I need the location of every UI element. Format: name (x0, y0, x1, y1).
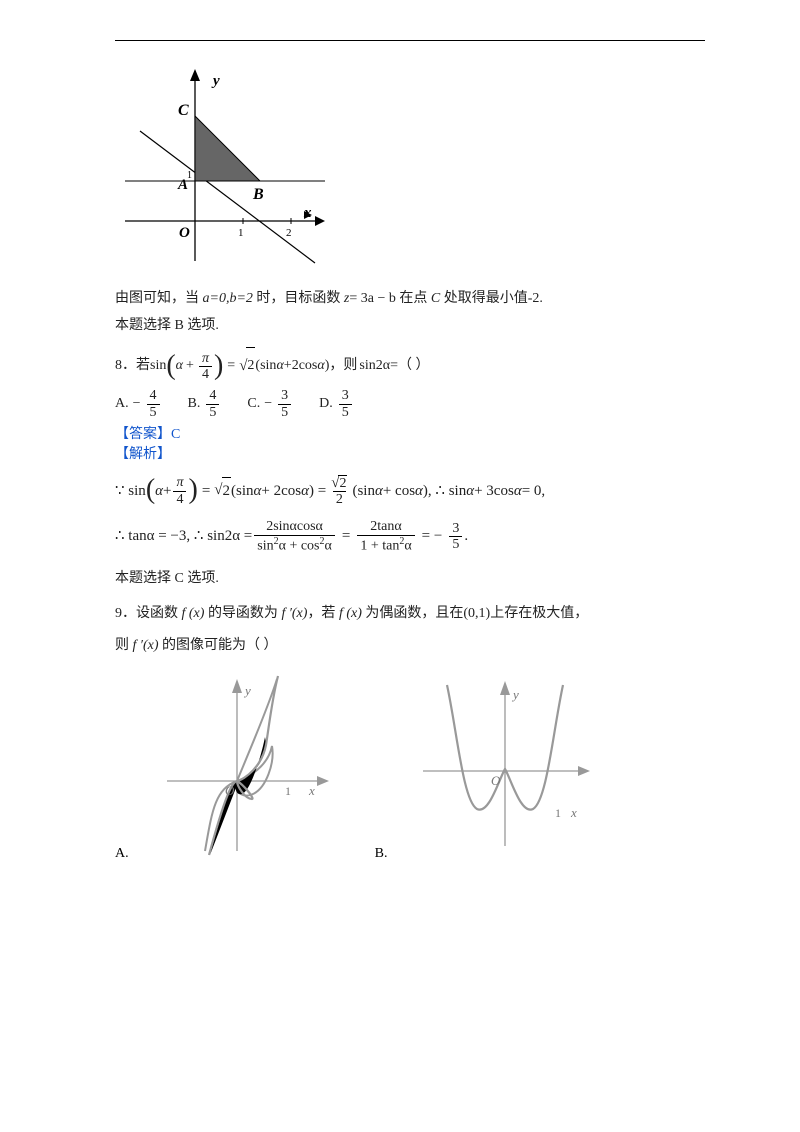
svg-text:y: y (243, 683, 251, 698)
svg-text:y: y (211, 73, 220, 89)
conclusion-q8: 本题选择 C 选项. (115, 566, 705, 593)
svg-text:B: B (252, 186, 264, 203)
top-rule (115, 40, 705, 41)
question-8: 8．若 sin ( α + π4 ) = 2 (sinα + 2cosα) ，则… (115, 347, 705, 386)
svg-text:1: 1 (285, 784, 291, 798)
explain-q8: 【解析】 (115, 443, 705, 463)
question-9-line-2: 则 f ′(x) 的图像可能为（ ） (115, 629, 705, 663)
options-q8: A. − 45 B. 45 C. − 35 D. 35 (115, 386, 705, 422)
explanation-line-2: 本题选择 B 选项. (115, 313, 705, 340)
svg-text:y: y (511, 687, 519, 702)
svg-text:x: x (308, 783, 315, 798)
graph-option-b: y O 1 x (415, 671, 600, 866)
option-c: C. − 35 (247, 386, 293, 422)
explanation-line-1: 由图可知，当 a=0,b=2 时，目标函数 z= 3a − b 在点 C 处取得… (115, 286, 705, 313)
svg-text:O: O (225, 783, 235, 798)
option-a-label: A. (115, 846, 129, 866)
option-a: A. − 45 (115, 386, 162, 422)
option-d: D. 35 (319, 386, 354, 422)
equation-line-1: ∵ sin ( α + π4 ) = 2 (sinα + 2cosα) = 22… (115, 475, 705, 508)
question-9-line-1: 9．设函数 f (x) 的导函数为 f ′(x)，若 f (x) 为偶函数，且在… (115, 599, 705, 630)
svg-text:1: 1 (187, 170, 192, 181)
option-b-label: B. (375, 846, 388, 866)
svg-text:O: O (179, 225, 190, 241)
option-graphs-row: A. y O (115, 671, 705, 866)
svg-text:x: x (570, 805, 577, 820)
svg-text:O: O (491, 773, 501, 788)
svg-text:1: 1 (238, 227, 244, 239)
figure-1-region-plot: y C A 1 B O 1 2 x (115, 61, 705, 276)
svg-text:2: 2 (286, 227, 292, 239)
equation-line-2: ∴ tanα = −3, ∴ sin2α = 2sinαcosα sin2α +… (115, 519, 705, 553)
svg-text:C: C (178, 102, 189, 119)
svg-text:1: 1 (555, 806, 561, 820)
answer-q8: 【答案】C (115, 423, 705, 443)
option-b: B. 45 (188, 386, 222, 422)
graph-option-a: y O 1 x (157, 671, 337, 866)
